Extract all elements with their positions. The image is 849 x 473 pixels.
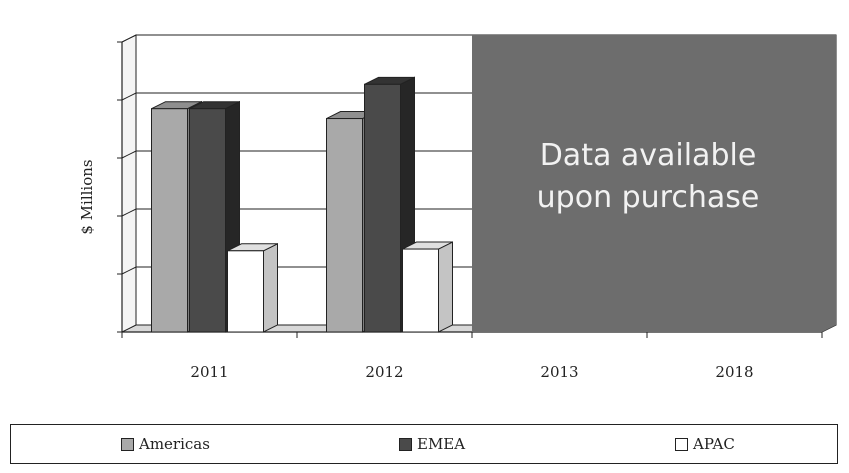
x-tick-label: 2013 [540, 363, 578, 381]
legend-label-americas: Americas [139, 435, 210, 453]
legend: Americas EMEA APAC [10, 424, 838, 464]
overlay-text-line: upon purchase [537, 180, 760, 215]
overlay-text-line: Data available [540, 138, 757, 173]
legend-swatch-americas [121, 437, 134, 451]
bar-apac-2011 [227, 242, 278, 333]
x-tick-label: 2012 [365, 363, 403, 381]
legend-item-emea: EMEA [399, 425, 465, 463]
legend-item-apac: APAC [675, 425, 735, 463]
bar-front [227, 250, 264, 333]
bars [151, 76, 453, 333]
bar-front [402, 248, 439, 333]
x-tick-label: 2011 [190, 363, 228, 381]
y-axis-title: $ Millions [78, 159, 96, 234]
bar-front [326, 118, 363, 333]
legend-swatch-apac [675, 437, 688, 451]
plot-side-wall [121, 34, 137, 333]
purchase-overlay: Data available upon purchase [472, 35, 836, 332]
bar-front [189, 108, 226, 333]
bar-side [263, 242, 278, 333]
legend-label-emea: EMEA [417, 435, 466, 453]
bar-front [151, 108, 188, 333]
legend-swatch-emea [399, 437, 412, 451]
x-tick-label: 2018 [715, 363, 753, 381]
bar-chart: Data available upon purchase $ Millions 2… [78, 34, 837, 381]
legend-item-americas: Americas [121, 425, 210, 463]
overlay-panel [472, 35, 836, 332]
bar-front [364, 83, 401, 333]
bar-apac-2012 [402, 241, 453, 333]
labels: $ Millions 2011 2012 2013 2018 [78, 159, 754, 381]
legend-label-apac: APAC [693, 435, 735, 453]
bar-side [438, 241, 453, 333]
